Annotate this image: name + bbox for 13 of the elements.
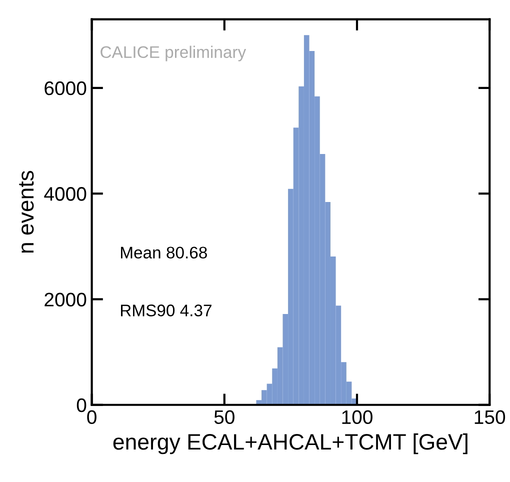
x-tick-label: 50	[214, 410, 234, 424]
x-axis-title: energy ECAL+AHCAL+TCMT [GeV]	[113, 433, 468, 454]
annotation: Mean 80.68	[121, 246, 207, 259]
y-tick-label: 0	[76, 398, 86, 412]
y-axis-title: n events	[19, 170, 34, 253]
x-tick-label: 100	[342, 410, 372, 424]
x-tick-label: 0	[87, 410, 96, 424]
x-tick-label: 150	[474, 410, 506, 424]
annotation: RMS90 4.37	[121, 304, 212, 316]
annotation: CALICE preliminary	[100, 46, 246, 62]
y-tick-label: 6000	[44, 81, 86, 96]
y-tick-label: 4000	[44, 187, 86, 201]
y-tick-label: 2000	[44, 292, 86, 306]
